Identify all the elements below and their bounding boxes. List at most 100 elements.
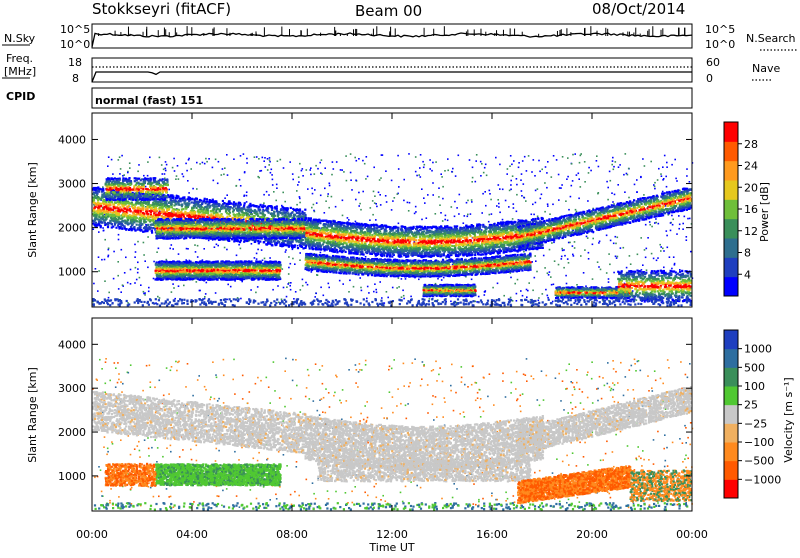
scatter-cell [249, 203, 251, 205]
scatter-cell [606, 181, 608, 183]
scatter-cell [128, 202, 130, 204]
scatter-cell [410, 296, 412, 298]
scatter-cell [98, 256, 100, 258]
scatter-cell [269, 159, 271, 161]
scatter-cell [630, 263, 632, 265]
scatter-cell [94, 189, 96, 191]
scatter-cell [328, 207, 330, 209]
scatter-cell [440, 173, 442, 175]
scatter-cell [269, 161, 271, 163]
nsky-tick-top-left: 10^5 [60, 23, 90, 36]
scatter-cell [276, 184, 278, 186]
scatter-cell [657, 179, 659, 181]
scatter-cell [499, 188, 501, 190]
scatter-cell [94, 224, 96, 226]
scatter-cell [303, 212, 305, 214]
scatter-cell [613, 166, 615, 168]
scatter-cell [645, 257, 647, 259]
scatter-cell [587, 200, 589, 202]
scatter-cell [268, 164, 270, 166]
scatter-cell [516, 178, 518, 180]
scatter-cell [130, 269, 132, 271]
scatter-cell [335, 206, 337, 208]
scatter-cell [350, 172, 352, 174]
scatter-cell [299, 252, 301, 254]
scatter-cell [664, 155, 666, 157]
scatter-cell [398, 223, 400, 225]
scatter-cell [670, 230, 672, 232]
scatter-cell [110, 209, 112, 211]
scatter-cell [284, 214, 286, 216]
scatter-cell [170, 217, 172, 219]
scatter-cell [185, 208, 187, 210]
scatter-cell [467, 214, 469, 216]
scatter-cell [143, 175, 145, 177]
freq-label-line2: [MHz] [4, 65, 36, 78]
scatter-cell [127, 206, 129, 208]
scatter-cell [98, 211, 100, 213]
scatter-cell [689, 181, 691, 183]
scatter-cell [237, 215, 239, 217]
scatter-cell [262, 213, 264, 215]
scatter-cell [193, 202, 195, 204]
scatter-cell [331, 174, 333, 176]
scatter-cell [342, 200, 344, 202]
scatter-cell [118, 239, 120, 241]
scatter-cell [523, 251, 525, 253]
scatter-cell [674, 264, 676, 266]
scatter-cell [528, 155, 530, 157]
scatter-cell [607, 199, 609, 201]
scatter-cell [447, 170, 449, 172]
scatter-cell [240, 185, 242, 187]
scatter-cell [191, 198, 193, 200]
scatter-cell [385, 170, 387, 172]
scatter-cell [195, 203, 197, 205]
scatter-cell [137, 210, 139, 212]
scatter-cell [561, 258, 563, 260]
scatter-cell [143, 291, 145, 293]
scatter-cell [606, 272, 608, 274]
scatter-cell [118, 288, 120, 290]
scatter-cell [534, 277, 536, 279]
scatter-cell [168, 202, 170, 204]
scatter-cell [172, 248, 174, 250]
scatter-cell [547, 161, 549, 163]
scatter-cell [196, 207, 198, 209]
scatter-cell [208, 158, 210, 160]
scatter-cell [164, 173, 166, 175]
scatter-cell [150, 224, 152, 226]
scatter-cell [146, 230, 148, 232]
scatter-cell [196, 162, 198, 164]
scatter-cell [540, 198, 542, 200]
scatter-cell [539, 171, 541, 173]
scatter-cell [140, 284, 142, 286]
scatter-cell [137, 268, 139, 270]
scatter-cell [588, 252, 590, 254]
scatter-cell [689, 218, 691, 220]
scatter-cell [128, 229, 130, 231]
scatter-cell [185, 163, 187, 165]
scatter-cell [549, 249, 551, 251]
scatter-cell [288, 243, 290, 245]
scatter-cell [275, 200, 277, 202]
scatter-cell [172, 167, 174, 169]
scatter-cell [180, 216, 182, 218]
scatter-cell [521, 190, 523, 192]
scatter-cell [579, 162, 581, 164]
scatter-cell [266, 191, 268, 193]
scatter-cell [237, 206, 239, 208]
scatter-cell [210, 210, 212, 212]
scatter-cell [246, 195, 248, 197]
scatter-cell [671, 164, 673, 166]
scatter-cell [516, 194, 518, 196]
scatter-cell [415, 206, 417, 208]
scatter-cell [481, 163, 483, 165]
scatter-cell [119, 156, 121, 158]
scatter-cell [170, 197, 172, 199]
scatter-cell [146, 206, 148, 208]
scatter-cell [146, 212, 148, 214]
scatter-cell [189, 197, 191, 199]
scatter-cell [263, 241, 265, 243]
scatter-cell [220, 221, 222, 223]
scatter-cell [475, 160, 477, 162]
